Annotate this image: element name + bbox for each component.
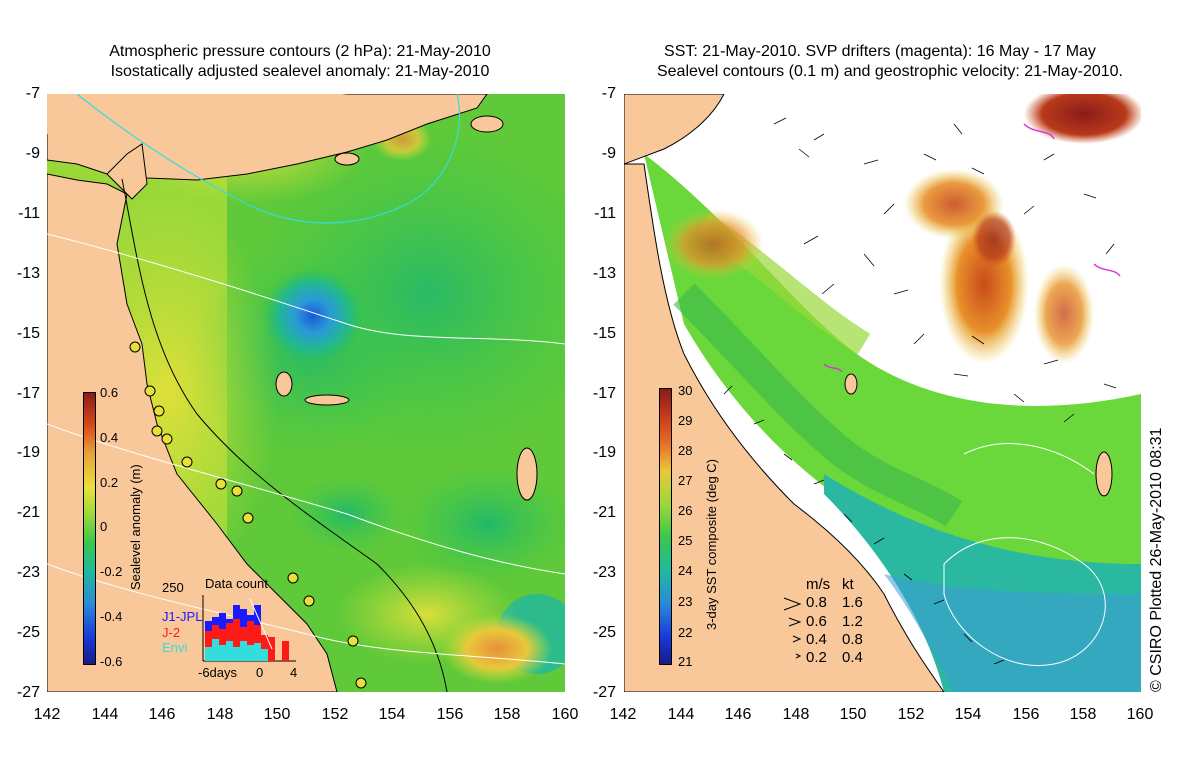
data-count-histogram bbox=[202, 595, 296, 662]
right-x-tick: 154 bbox=[954, 706, 982, 723]
sst-cb-tick: 26 bbox=[678, 503, 693, 518]
sst-cb-tick: 24 bbox=[678, 563, 693, 578]
inset-legend-envi: Envi bbox=[162, 640, 188, 655]
velocity-legend: m/s kt 0.8 1.6 0.6 1.2 0.4 0.8 0.2 0.4 bbox=[780, 576, 890, 668]
right-x-tick: 150 bbox=[839, 706, 867, 723]
sst-cb-tick: 29 bbox=[678, 413, 693, 428]
plotted-stamp: © CSIRO Plotted 26-May-2010 08:31 bbox=[1148, 427, 1165, 692]
left-y-tick: -21 bbox=[16, 504, 40, 521]
sealevel-cb-tick: 0.4 bbox=[100, 430, 119, 445]
left-y-tick: -27 bbox=[16, 684, 40, 701]
right-x-tick: 152 bbox=[897, 706, 925, 723]
left-x-tick: 146 bbox=[148, 706, 176, 723]
velocity-arrows bbox=[723, 117, 1117, 665]
left-y-tick: -17 bbox=[16, 385, 40, 402]
left-x-tick: 156 bbox=[436, 706, 464, 723]
left-x-tick: 154 bbox=[378, 706, 406, 723]
left-x-tick: 158 bbox=[493, 706, 521, 723]
sealevel-colorbar bbox=[83, 392, 96, 665]
left-y-tick: -15 bbox=[16, 325, 40, 342]
data-count-inset: 250 Data count J1-JPL J-2 Envi bbox=[160, 575, 300, 685]
vel-row-kt: 1.6 bbox=[842, 594, 863, 611]
vel-row-ms: 0.6 bbox=[806, 613, 827, 630]
sst-cb-tick: 27 bbox=[678, 473, 693, 488]
vel-row-ms: 0.8 bbox=[806, 594, 827, 611]
left-y-tick: -19 bbox=[16, 444, 40, 461]
left-y-tick: -9 bbox=[25, 145, 40, 162]
vel-row-ms: 0.2 bbox=[806, 649, 827, 666]
inset-ymax: 250 bbox=[162, 580, 184, 595]
right-x-tick: 146 bbox=[724, 706, 752, 723]
inset-legend-j1: J1-JPL bbox=[162, 609, 203, 624]
sealevel-cb-label: Sealevel anomaly (m) bbox=[128, 464, 143, 590]
sst-cb-tick: 28 bbox=[678, 443, 693, 458]
right-title-line2: Sealevel contours (0.1 m) and geostrophi… bbox=[656, 63, 1123, 80]
sst-cb-tick: 21 bbox=[678, 654, 693, 669]
sst-colorbar bbox=[659, 388, 672, 665]
left-y-tick: -13 bbox=[16, 265, 40, 282]
vel-header-ms: m/s bbox=[806, 576, 831, 593]
left-title-line2: Isostatically adjusted sealevel anomaly:… bbox=[110, 63, 490, 80]
sst-field bbox=[624, 94, 1141, 692]
right-y-tick: -23 bbox=[592, 564, 616, 581]
right-y-tick: -19 bbox=[592, 444, 616, 461]
left-x-tick: 152 bbox=[321, 706, 349, 723]
sst-cb-tick: 30 bbox=[678, 383, 693, 398]
right-x-tick: 144 bbox=[667, 706, 695, 723]
right-y-tick: -21 bbox=[592, 504, 616, 521]
left-y-tick: -7 bbox=[25, 85, 40, 102]
vel-row-ms: 0.4 bbox=[806, 631, 827, 648]
right-x-tick: 142 bbox=[609, 706, 637, 723]
sealevel-cb-tick: 0.6 bbox=[100, 385, 119, 400]
right-x-tick: 148 bbox=[782, 706, 810, 723]
sealevel-anomaly-field bbox=[47, 94, 565, 692]
inset-title: Data count bbox=[205, 576, 268, 591]
inset-x-four: 4 bbox=[290, 665, 298, 680]
sst-map bbox=[624, 94, 1141, 692]
sealevel-cb-tick: -0.2 bbox=[100, 564, 123, 579]
sealevel-cb-tick: 0.2 bbox=[100, 475, 119, 490]
left-x-tick: 160 bbox=[551, 706, 579, 723]
right-y-tick: -17 bbox=[592, 385, 616, 402]
vel-row-kt: 1.2 bbox=[842, 613, 863, 630]
sealevel-cb-tick: 0 bbox=[100, 519, 108, 534]
right-y-tick: -25 bbox=[592, 624, 616, 641]
right-y-tick: -15 bbox=[592, 325, 616, 342]
right-y-tick: -9 bbox=[601, 145, 616, 162]
right-y-tick: -11 bbox=[594, 205, 616, 222]
vel-row-kt: 0.4 bbox=[842, 649, 863, 666]
left-x-tick: 148 bbox=[206, 706, 234, 723]
left-title-line1: Atmospheric pressure contours (2 hPa): 2… bbox=[109, 43, 491, 60]
sst-cb-tick: 25 bbox=[678, 533, 693, 548]
left-y-tick: -23 bbox=[16, 564, 40, 581]
left-y-tick: -25 bbox=[16, 624, 40, 641]
right-y-tick: -13 bbox=[592, 265, 616, 282]
left-x-tick: 144 bbox=[91, 706, 119, 723]
sst-cb-tick: 23 bbox=[678, 594, 693, 609]
sealevel-anomaly-map bbox=[47, 94, 565, 692]
sealevel-cb-tick: -0.6 bbox=[100, 654, 123, 669]
right-y-tick: -27 bbox=[592, 684, 616, 701]
inset-x-zero: 0 bbox=[256, 665, 264, 680]
right-x-tick: 158 bbox=[1069, 706, 1097, 723]
right-title-line1: SST: 21-May-2010. SVP drifters (magenta)… bbox=[664, 43, 1096, 60]
left-x-tick: 142 bbox=[33, 706, 61, 723]
inset-legend-j2: J-2 bbox=[162, 625, 181, 640]
sealevel-cb-tick: -0.4 bbox=[100, 609, 123, 624]
right-x-tick: 156 bbox=[1012, 706, 1040, 723]
vel-arrow-glyphs bbox=[783, 597, 802, 659]
vel-header-kt: kt bbox=[842, 576, 854, 593]
left-x-tick: 150 bbox=[263, 706, 291, 723]
sst-cb-tick: 22 bbox=[678, 625, 693, 640]
sst-cb-label: 3-day SST composite (deg C) bbox=[704, 459, 719, 630]
right-x-tick: 160 bbox=[1126, 706, 1154, 723]
left-y-tick: -11 bbox=[18, 205, 40, 222]
inset-x-days: -6days bbox=[198, 665, 238, 680]
vel-row-kt: 0.8 bbox=[842, 631, 863, 648]
right-y-tick: -7 bbox=[601, 85, 616, 102]
